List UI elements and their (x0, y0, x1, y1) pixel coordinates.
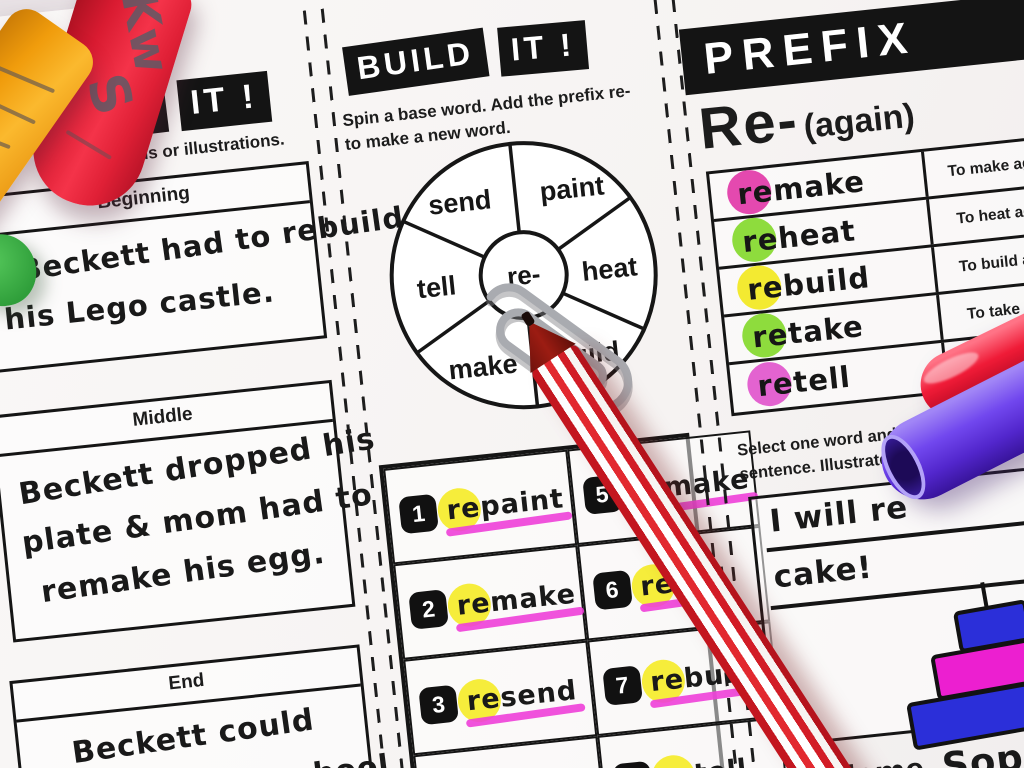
orange-scribble-3 (0, 123, 11, 149)
answer-word-1: repaint (445, 482, 566, 526)
orange-scribble-1 (0, 64, 56, 93)
prefix-re-text: Re- (696, 86, 802, 162)
spinner-word-paint: paint (538, 170, 605, 207)
spinner-word-make: make (447, 348, 519, 385)
answer-number-2: 2 (408, 588, 449, 630)
spinner-wheel: send paint tell heat make build re- (389, 141, 658, 410)
answer-number-8: 8 (611, 760, 653, 768)
spinner-word-send: send (427, 184, 493, 220)
answer-word-2: remake (455, 578, 578, 622)
panel-build-it: BUILD IT ! Spin a base word. Add the pre… (322, 0, 791, 768)
answer-number-7: 7 (601, 664, 643, 706)
prefix-meaning-text: (again) (801, 96, 917, 147)
paint-stick-glyph-1: Kw (109, 0, 181, 78)
table-word-rebuild: rebuild (745, 259, 872, 307)
answer-number-1: 1 (398, 493, 439, 534)
build-it-header-block1: BUILD (342, 27, 490, 96)
middle-box: Middle Beckett dropped his plate & mom h… (0, 379, 378, 643)
answer-word-3: resend (465, 674, 579, 717)
spinner-word-heat: heat (580, 251, 638, 287)
end-box: End Beckett could not focus at school. (9, 644, 404, 768)
build-it-header: BUILD IT ! (342, 19, 590, 96)
answer-number-3: 3 (418, 684, 459, 725)
table-word-reheat: reheat (740, 212, 858, 259)
table-def-remake: To make again (920, 135, 1024, 197)
sentence-line-1-text: I will re (767, 489, 910, 540)
tell-it-header-block2: IT ! (176, 70, 272, 132)
paint-stick-label-line (65, 129, 113, 160)
sentence-line-2-text: cake! (771, 549, 875, 596)
table-word-remake: remake (735, 163, 867, 211)
table-word-retake: retake (750, 308, 866, 355)
orange-scribble-2 (0, 91, 37, 125)
table-word-retell: retell (755, 359, 853, 404)
spinner-word-tell: tell (416, 270, 458, 304)
build-it-header-block2: IT ! (497, 20, 590, 77)
beginning-box: Beginning Beckett had to rebuild his Leg… (0, 161, 406, 374)
answer-number-6: 6 (591, 569, 633, 610)
